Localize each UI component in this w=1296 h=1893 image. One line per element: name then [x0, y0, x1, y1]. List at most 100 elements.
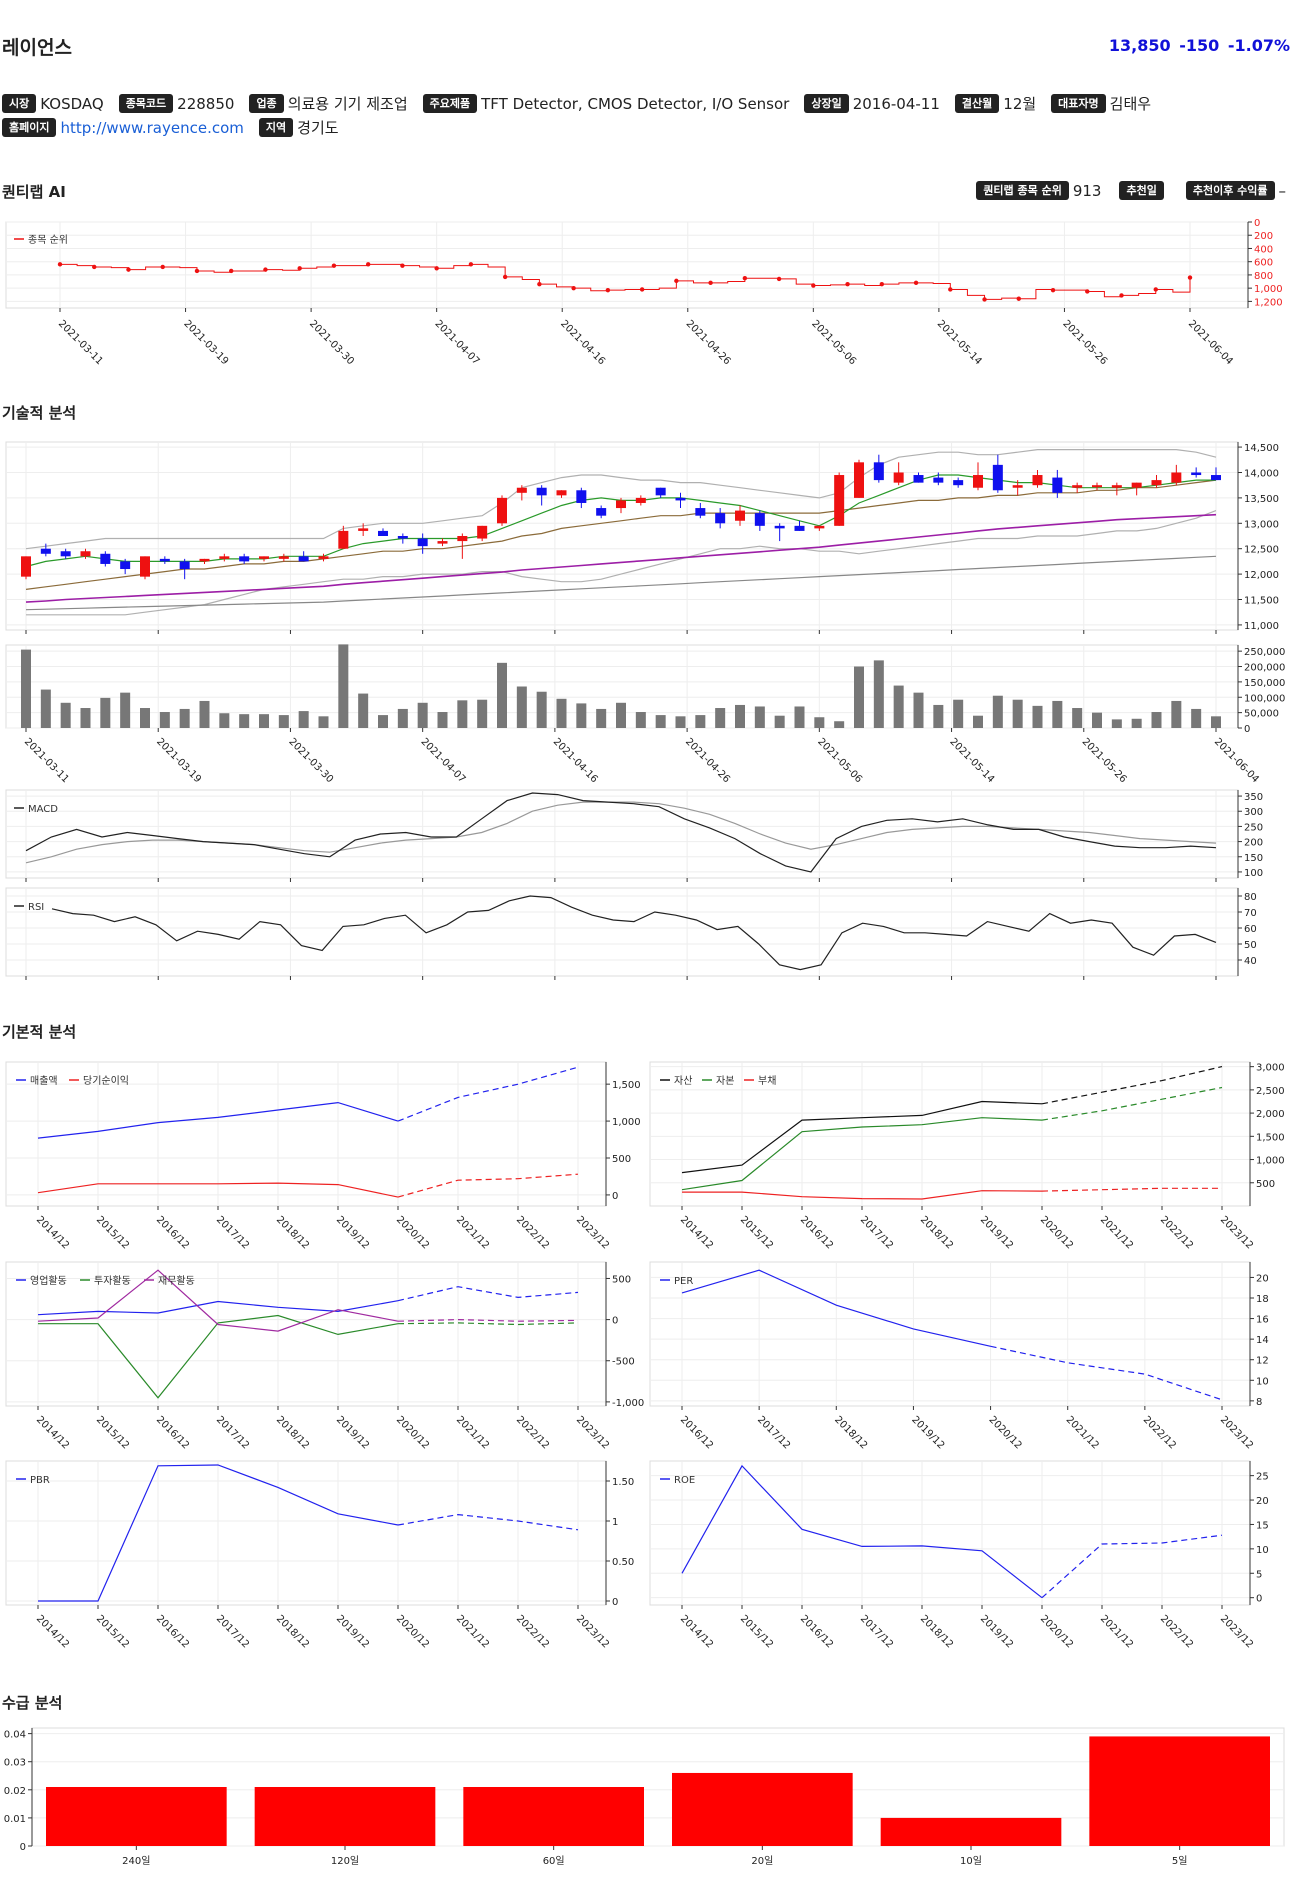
volume-x-tick-label: 2021-05-06	[815, 736, 864, 785]
listed-value: 2016-04-11	[852, 94, 940, 113]
balance-legend-label: 자본	[716, 1075, 734, 1087]
volume-x-tick-label: 2021-03-11	[22, 736, 71, 785]
candle-body	[556, 490, 567, 496]
code-value: 228850	[177, 94, 235, 113]
revenue-y-tick-label: 1,500	[612, 1080, 641, 1091]
roe-x-tick-label: 2015/12	[738, 1613, 775, 1650]
pbr-x-tick-label: 2015/12	[94, 1613, 131, 1650]
volume-x-tick-label: 2021-05-26	[1080, 736, 1129, 785]
rank-point	[948, 287, 953, 292]
supply-x-tick-label: 240일	[122, 1855, 150, 1867]
rank-x-tick-label: 2021-03-19	[181, 318, 230, 367]
rank-chart: 2021-03-11 2021-03-19 2021-03-30 2021-04-07…	[5, 218, 1283, 367]
price-y-tick-label: 11,500	[1244, 596, 1279, 607]
ma-120-line	[25, 555, 1217, 611]
candle-body	[338, 530, 349, 549]
volume-bar	[497, 662, 507, 728]
candle-body	[596, 508, 607, 516]
roe-y-tick-label: 10	[1256, 1545, 1269, 1556]
rank-point	[742, 276, 748, 281]
per-series-line	[681, 1269, 991, 1347]
volume-bar	[477, 699, 488, 728]
balance-x-tick-label: 2023/12	[1218, 1214, 1255, 1251]
candle-body	[477, 525, 488, 539]
rank-point	[1085, 289, 1090, 294]
candle-body	[417, 538, 428, 547]
supply-bar	[672, 1772, 853, 1846]
macd-y-tick-label: 250	[1244, 822, 1263, 833]
rank-x-tick-label: 2021-06-04	[1186, 318, 1235, 367]
volume-x-tick-label: 2021-03-30	[286, 736, 335, 785]
supply-x-tick-label: 5일	[1172, 1855, 1188, 1867]
revenue-x-tick-label: 2017/12	[214, 1214, 251, 1251]
pbr-x-tick-label: 2020/12	[394, 1613, 431, 1650]
pbr-x-tick-label: 2016/12	[154, 1613, 191, 1650]
candle-body	[497, 497, 507, 524]
cashflow-x-tick-label: 2022/12	[514, 1414, 551, 1451]
rank-point	[502, 274, 508, 280]
candle-body	[536, 487, 547, 496]
volume-bar	[814, 717, 825, 728]
balance-series-line	[681, 1117, 1043, 1191]
candle-body	[695, 508, 706, 516]
per-y-tick-label: 14	[1256, 1335, 1269, 1346]
products-label: 주요제품	[422, 94, 478, 113]
cashflow-series-estimate-line	[397, 1318, 579, 1322]
rank-point	[297, 266, 302, 271]
pbr-legend-label: PBR	[30, 1475, 50, 1486]
cashflow-x-tick-label: 2021/12	[454, 1414, 491, 1451]
bollinger-upper-line	[25, 449, 1217, 550]
candle-body	[318, 556, 329, 559]
volume-x-tick-label: 2021-04-16	[551, 736, 600, 785]
volume-bar	[259, 714, 269, 728]
candle-body	[159, 558, 170, 562]
rank-point	[400, 263, 405, 268]
rank-legend-label: 종목 순위	[28, 233, 68, 246]
candle-body	[1171, 472, 1182, 483]
candle-body	[219, 556, 230, 559]
price-y-tick-label: 14,500	[1244, 443, 1279, 454]
volume-bar	[1111, 719, 1122, 728]
rank-x-tick-label: 2021-04-07	[433, 318, 482, 367]
pbr-x-tick-label: 2021/12	[454, 1613, 491, 1650]
roe-y-tick-label: 25	[1256, 1472, 1269, 1483]
volume-bar	[1191, 708, 1202, 728]
candle-body	[100, 553, 111, 564]
volume-bar	[1211, 716, 1221, 728]
fiscal-label: 결산월	[954, 94, 1000, 113]
per-y-tick-label: 10	[1256, 1376, 1269, 1387]
revenue-series-line	[37, 1182, 399, 1198]
roe-x-tick-label: 2019/12	[978, 1613, 1015, 1650]
candle-body	[40, 548, 51, 554]
rank-point	[639, 287, 645, 292]
rsi-y-tick-label: 50	[1244, 940, 1257, 951]
price-y-tick-label: 11,000	[1244, 621, 1279, 632]
roe-y-tick-label: 0	[1256, 1594, 1262, 1605]
region-label: 지역	[258, 118, 294, 137]
balance-legend-label: 부채	[758, 1075, 776, 1087]
balance-x-tick-label: 2019/12	[978, 1214, 1015, 1251]
homepage-link[interactable]: http://www.rayence.com	[60, 118, 244, 137]
revenue-x-tick-label: 2022/12	[514, 1214, 551, 1251]
code-label: 종목코드	[118, 94, 174, 113]
volume-bar	[873, 660, 884, 728]
balance-series-estimate-line	[1041, 1187, 1222, 1192]
return-value: –	[1278, 181, 1287, 200]
cashflow-legend-label: 재무활동	[158, 1274, 195, 1287]
volume-bar	[100, 697, 111, 728]
volume-bar	[893, 685, 904, 728]
volume-bar	[278, 715, 289, 728]
supply-bar	[880, 1817, 1062, 1846]
fundamental-title: 기본적 분석	[2, 1023, 77, 1041]
volume-bar	[358, 693, 369, 728]
candle-body	[774, 525, 785, 529]
volume-bar	[1052, 700, 1063, 728]
candle-body	[378, 530, 388, 536]
revenue-x-tick-label: 2018/12	[274, 1214, 311, 1251]
volume-bar	[179, 708, 190, 728]
volume-bar	[21, 649, 31, 728]
per-y-tick-label: 16	[1256, 1315, 1269, 1326]
balance-series-estimate-line	[1041, 1086, 1223, 1121]
supply-x-tick-label: 10일	[960, 1855, 982, 1867]
volume-bar	[834, 721, 845, 728]
